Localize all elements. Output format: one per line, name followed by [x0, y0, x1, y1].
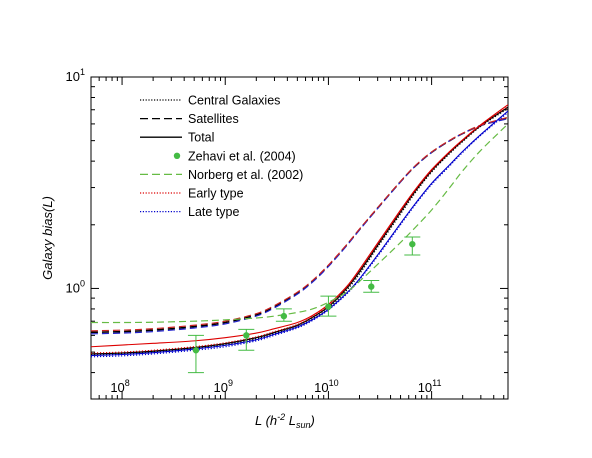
legend-label: Total [188, 131, 214, 145]
legend-label: Satellites [188, 112, 239, 126]
x-tick-label: 1011 [418, 378, 442, 395]
series-line-4 [91, 118, 508, 335]
data-point-3 [275, 308, 292, 322]
x-axis-label: L (h-2 Lsun) [255, 412, 315, 430]
legend-item-5: Norberg et al. (2002) [140, 168, 303, 182]
legend-label: Early type [188, 187, 244, 201]
legend-marker [173, 152, 181, 159]
data-point-5 [363, 280, 380, 293]
y-axis-label: Galaxy bias(L) [40, 196, 55, 280]
series-line-9 [91, 110, 508, 357]
data-points-layer [187, 236, 421, 374]
legend-item-1: Central Galaxies [140, 94, 280, 108]
point-marker [325, 303, 332, 310]
legend-item-2: Satellites [140, 112, 239, 126]
series-line-8 [91, 111, 508, 358]
legend-item-3: Total [140, 131, 214, 145]
data-point-4 [320, 295, 337, 317]
series-line-2 [91, 107, 508, 356]
series-line-7 [91, 104, 508, 348]
data-point-6 [404, 236, 421, 256]
x-tick-label: 109 [214, 378, 233, 395]
point-marker [192, 347, 200, 354]
series-layer [91, 104, 508, 358]
data-point-1 [187, 334, 204, 374]
legend-label: Late type [188, 205, 239, 219]
legend-label: Zehavi et al. (2004) [188, 149, 296, 163]
legend-item-7: Late type [140, 205, 239, 219]
legend: Central Galaxies Satellites Total Zehavi et… [140, 94, 303, 219]
legend-item-6: Early type [140, 187, 244, 201]
x-tick-label: 108 [110, 378, 129, 395]
legend-label: Central Galaxies [188, 94, 280, 108]
legend-label: Norberg et al. (2002) [188, 168, 303, 182]
data-point-2 [238, 328, 255, 351]
y-tick-label: 100 [66, 278, 85, 295]
point-marker [368, 283, 375, 290]
plot-frame [90, 76, 509, 400]
point-marker [280, 312, 288, 320]
series-line-3 [91, 117, 508, 334]
point-marker [409, 240, 416, 248]
legend-item-4: Zehavi et al. (2004) [173, 149, 296, 163]
y-tick-label: 101 [66, 67, 85, 84]
series-line-6 [91, 106, 508, 354]
ticks-layer: 100 101 108 109 1010 1011 [66, 67, 508, 400]
x-tick-label: 1010 [314, 378, 338, 395]
point-marker [243, 332, 250, 339]
series-line-5 [91, 116, 508, 332]
